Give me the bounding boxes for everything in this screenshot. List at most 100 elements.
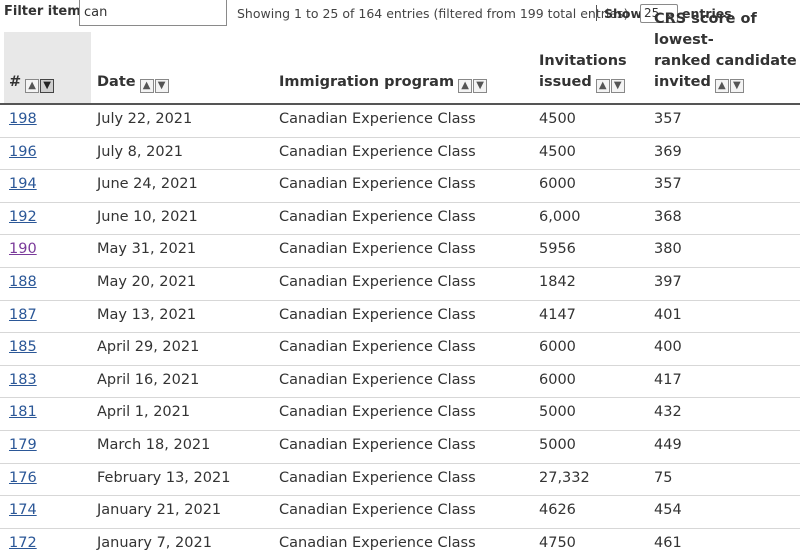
table-row: 185 April 29, 2021 Canadian Experience C…	[0, 333, 800, 366]
draw-date: March 18, 2021	[97, 437, 211, 453]
crs-score: 432	[654, 404, 682, 421]
immigration-program: Canadian Experience Class	[279, 111, 476, 127]
crs-score: 75	[654, 469, 673, 486]
crs-score: 369	[654, 143, 682, 160]
table-row: 192 June 10, 2021 Canadian Experience Cl…	[0, 203, 800, 236]
draw-number-link[interactable]: 196	[9, 143, 37, 160]
draw-number-link[interactable]: 172	[9, 534, 37, 551]
table-row: 176 February 13, 2021 Canadian Experienc…	[0, 464, 800, 497]
draw-date: July 22, 2021	[97, 111, 193, 127]
column-header-date-label: Date	[97, 74, 136, 90]
invitations-issued: 6000	[539, 176, 576, 193]
sort-up-icon[interactable]: ▲	[595, 79, 610, 93]
crs-score: 357	[654, 176, 682, 193]
invitations-issued: 4500	[539, 111, 576, 127]
invitations-issued: 4500	[539, 143, 576, 160]
invitations-issued: 5956	[539, 241, 576, 258]
draw-date: May 31, 2021	[97, 241, 197, 258]
crs-score: 368	[654, 208, 682, 225]
immigration-program: Canadian Experience Class	[279, 176, 476, 193]
column-header-crs-line1: CRS score of lowest-	[654, 11, 757, 48]
draw-date: February 13, 2021	[97, 469, 231, 486]
draw-number-link[interactable]: 185	[9, 339, 37, 356]
column-header-program-label: Immigration program	[279, 74, 455, 90]
column-header-num[interactable]: # ▲ ▼	[9, 72, 55, 95]
draw-date: May 20, 2021	[97, 274, 197, 290]
column-header-invitations[interactable]: Invitations issued ▲ ▼	[539, 51, 627, 95]
sort-down-icon[interactable]: ▼	[473, 79, 488, 93]
invitations-issued: 6000	[539, 339, 576, 356]
crs-score: 461	[654, 534, 682, 551]
table-row: 183 April 16, 2021 Canadian Experience C…	[0, 366, 800, 399]
sort-down-icon[interactable]: ▼	[610, 79, 625, 93]
sort-up-icon[interactable]: ▲	[458, 79, 473, 93]
draw-number-link[interactable]: 198	[9, 111, 37, 127]
sort-control-date[interactable]: ▲ ▼	[139, 74, 170, 95]
invitations-issued: 4626	[539, 502, 576, 519]
crs-score: 417	[654, 371, 682, 388]
draw-number-link[interactable]: 192	[9, 208, 37, 225]
table-row: 190 May 31, 2021 Canadian Experience Cla…	[0, 235, 800, 268]
draw-date: January 7, 2021	[97, 534, 212, 551]
page-size-select[interactable]: 25 ⌄	[640, 4, 678, 23]
column-header-date[interactable]: Date ▲ ▼	[97, 72, 170, 95]
draw-date: April 16, 2021	[97, 371, 200, 388]
sort-up-icon[interactable]: ▲	[714, 79, 729, 93]
immigration-program: Canadian Experience Class	[279, 371, 476, 388]
sort-control-invitations[interactable]: ▲ ▼	[595, 74, 626, 95]
table-row: 172 January 7, 2021 Canadian Experience …	[0, 529, 800, 559]
draw-number-link[interactable]: 183	[9, 371, 37, 388]
draw-date: January 21, 2021	[97, 502, 222, 519]
entries-info: Showing 1 to 25 of 164 entries (filtered…	[237, 6, 629, 21]
sort-down-icon[interactable]: ▼	[154, 79, 169, 93]
table-row: 181 April 1, 2021 Canadian Experience Cl…	[0, 398, 800, 431]
show-label: Show	[604, 6, 643, 21]
immigration-program: Canadian Experience Class	[279, 404, 476, 421]
immigration-program: Canadian Experience Class	[279, 339, 476, 356]
invitations-issued: 1842	[539, 274, 576, 290]
table-row: 194 June 24, 2021 Canadian Experience Cl…	[0, 170, 800, 203]
draw-number-link[interactable]: 187	[9, 306, 37, 323]
draw-number-link[interactable]: 194	[9, 176, 37, 193]
sort-down-icon[interactable]: ▼	[40, 79, 55, 93]
draw-date: April 29, 2021	[97, 339, 200, 356]
immigration-program: Canadian Experience Class	[279, 274, 476, 290]
immigration-program: Canadian Experience Class	[279, 469, 476, 486]
draw-date: May 13, 2021	[97, 306, 197, 323]
invitations-issued: 6,000	[539, 208, 581, 225]
crs-score: 454	[654, 502, 682, 519]
column-header-invitations-line1: Invitations	[539, 53, 627, 69]
sort-up-icon[interactable]: ▲	[25, 79, 40, 93]
immigration-program: Canadian Experience Class	[279, 208, 476, 225]
column-header-invitations-line2: issued	[539, 74, 592, 90]
column-header-crs[interactable]: CRS score of lowest- ranked candidate in…	[654, 9, 800, 95]
chevron-down-icon: ⌄	[665, 9, 674, 20]
page-size-value: 25	[644, 6, 660, 20]
draw-number-link[interactable]: 188	[9, 274, 37, 290]
draw-number-link[interactable]: 176	[9, 469, 37, 486]
draw-number-link[interactable]: 179	[9, 437, 37, 453]
sort-control-program[interactable]: ▲ ▼	[458, 74, 488, 95]
draw-number-link[interactable]: 190	[9, 241, 37, 258]
invitations-issued: 5000	[539, 437, 576, 453]
invitations-issued: 6000	[539, 371, 576, 388]
immigration-program: Canadian Experience Class	[279, 306, 476, 323]
table-row: 187 May 13, 2021 Canadian Experience Cla…	[0, 301, 800, 334]
crs-score: 449	[654, 437, 682, 453]
sort-control-crs[interactable]: ▲ ▼	[714, 74, 745, 95]
column-header-crs-line3: invited	[654, 74, 711, 90]
filter-input[interactable]	[79, 0, 227, 26]
column-header-program[interactable]: Immigration program ▲ ▼	[279, 72, 488, 95]
invitations-issued: 4750	[539, 534, 576, 551]
draw-date: June 24, 2021	[97, 176, 198, 193]
immigration-program: Canadian Experience Class	[279, 534, 476, 551]
sort-control-num[interactable]: ▲ ▼	[25, 74, 55, 95]
draw-number-link[interactable]: 174	[9, 502, 37, 519]
draw-number-link[interactable]: 181	[9, 404, 37, 421]
sort-up-icon[interactable]: ▲	[139, 79, 154, 93]
column-header-crs-line2: ranked candidate	[654, 53, 797, 69]
draw-date: July 8, 2021	[97, 143, 184, 160]
immigration-program: Canadian Experience Class	[279, 143, 476, 160]
column-header-num-label: #	[9, 74, 22, 90]
sort-down-icon[interactable]: ▼	[729, 79, 744, 93]
